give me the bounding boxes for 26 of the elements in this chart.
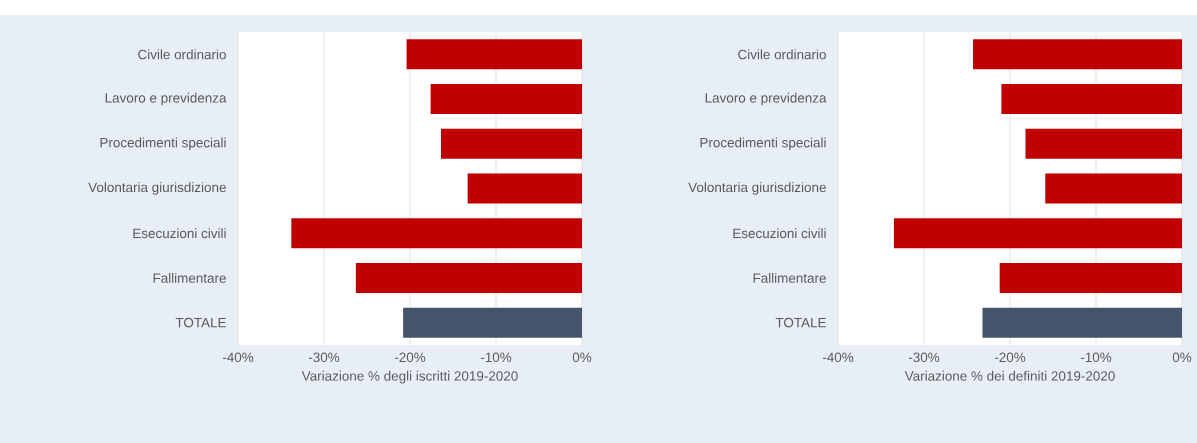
- y-tick-label: Volontaria giurisdizione: [688, 182, 826, 195]
- y-tick-label: TOTALE: [775, 317, 826, 328]
- x-axis-title: Variazione % degli iscritti 2019-2020: [301, 370, 518, 384]
- x-tick-label: -30%: [908, 352, 940, 363]
- y-tick-label: Civile ordinario: [738, 49, 826, 60]
- y-tick-label: Fallimentare: [753, 272, 826, 283]
- y-tick-label: Lavoro e previdenza: [705, 92, 827, 106]
- y-tick-label: Civile ordinario: [138, 49, 226, 60]
- x-axis-title: Variazione % dei definiti 2019-2020: [904, 370, 1115, 381]
- y-tick-label: TOTALE: [175, 317, 226, 328]
- x-tick-label: -20%: [994, 352, 1026, 363]
- x-tick-label: -10%: [1080, 352, 1112, 363]
- x-tick-label: 0%: [1172, 352, 1192, 363]
- y-tick-label: Esecuzioni civili: [133, 228, 226, 239]
- x-tick-label: 0%: [572, 352, 592, 363]
- y-tick-label: Lavoro e previdenza: [105, 92, 227, 106]
- y-tick-label: Procedimenti speciali: [700, 137, 826, 151]
- y-tick-label: Procedimenti speciali: [100, 137, 226, 151]
- y-tick-label: Volontaria giurisdizione: [88, 182, 226, 195]
- x-tick-label: -40%: [822, 352, 854, 363]
- x-tick-label: -40%: [222, 352, 254, 363]
- x-tick-label: -30%: [308, 352, 340, 363]
- x-tick-label: -20%: [394, 352, 426, 363]
- y-tick-label: Esecuzioni civili: [733, 228, 826, 239]
- x-tick-label: -10%: [480, 352, 512, 363]
- y-tick-label: Fallimentare: [153, 272, 226, 283]
